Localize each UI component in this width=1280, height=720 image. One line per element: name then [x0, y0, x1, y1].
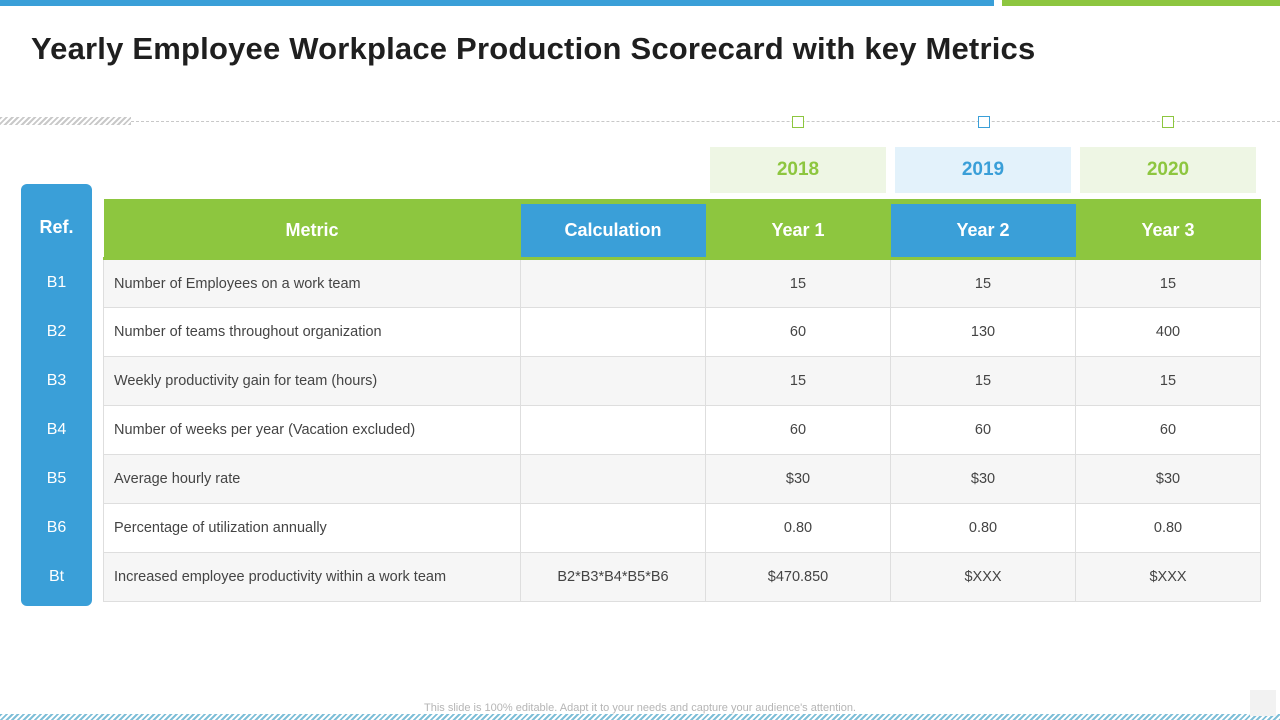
- year3-cell: 0.80: [1075, 503, 1261, 553]
- year-label-2019: 2019: [895, 147, 1071, 193]
- corner-decoration: [1250, 690, 1276, 716]
- ref-cell: B6: [46, 518, 67, 536]
- table-row: Weekly productivity gain for team (hours…: [103, 356, 1261, 406]
- metric-header: Metric: [103, 199, 521, 260]
- year3-cell: $30: [1075, 454, 1261, 504]
- calculation-cell: [520, 503, 706, 553]
- page-title: Yearly Employee Workplace Production Sco…: [31, 31, 1036, 66]
- bottom-hatch-decoration: [0, 714, 1280, 720]
- year1-cell: $470.850: [705, 552, 891, 602]
- ref-cell: B3: [46, 371, 67, 389]
- table-row: Number of teams throughout organization …: [103, 307, 1261, 357]
- year-label-2020: 2020: [1080, 147, 1256, 193]
- top-accent-bar-green: [1002, 0, 1280, 6]
- year-marker-2018: [792, 116, 804, 128]
- year1-cell: 60: [705, 307, 891, 357]
- table-row: Number of weeks per year (Vacation exclu…: [103, 405, 1261, 455]
- calculation-cell: [520, 356, 706, 406]
- year3-cell: 15: [1075, 258, 1261, 308]
- table-row: Number of Employees on a work team 15 15…: [103, 258, 1261, 308]
- year2-cell: $30: [890, 454, 1076, 504]
- year3-cell: 60: [1075, 405, 1261, 455]
- calculation-header: Calculation: [520, 199, 706, 260]
- year-marker-2020: [1162, 116, 1174, 128]
- ref-cell: Bt: [48, 567, 65, 585]
- metric-cell: Increased employee productivity within a…: [103, 552, 521, 602]
- calculation-cell: [520, 454, 706, 504]
- top-accent-bar-blue: [0, 0, 994, 6]
- table-row: Percentage of utilization annually 0.80 …: [103, 503, 1261, 553]
- table-row: Increased employee productivity within a…: [103, 552, 1261, 602]
- scorecard-table: Metric Calculation Year 1 Year 2 Year 3 …: [103, 199, 1261, 602]
- ref-column: [21, 184, 92, 606]
- year-label-2018: 2018: [710, 147, 886, 193]
- ref-header: Ref.: [39, 217, 74, 237]
- year1-cell: $30: [705, 454, 891, 504]
- year2-cell: 15: [890, 356, 1076, 406]
- calculation-cell: [520, 405, 706, 455]
- hatch-decoration: [0, 117, 131, 125]
- year3-cell: 400: [1075, 307, 1261, 357]
- calculation-cell: [520, 307, 706, 357]
- year2-cell: 130: [890, 307, 1076, 357]
- table-row: Average hourly rate $30 $30 $30: [103, 454, 1261, 504]
- year3-header: Year 3: [1075, 199, 1261, 260]
- calculation-cell: [520, 258, 706, 308]
- year1-cell: 15: [705, 258, 891, 308]
- year2-cell: 60: [890, 405, 1076, 455]
- year2-cell: $XXX: [890, 552, 1076, 602]
- metric-cell: Weekly productivity gain for team (hours…: [103, 356, 521, 406]
- year3-cell: 15: [1075, 356, 1261, 406]
- ref-cell: B2: [46, 322, 67, 340]
- calculation-cell: B2*B3*B4*B5*B6: [520, 552, 706, 602]
- table-header-row: Metric Calculation Year 1 Year 2 Year 3: [103, 199, 1261, 260]
- footer-note: This slide is 100% editable. Adapt it to…: [424, 702, 856, 714]
- year1-cell: 15: [705, 356, 891, 406]
- metric-cell: Number of teams throughout organization: [103, 307, 521, 357]
- metric-cell: Percentage of utilization annually: [103, 503, 521, 553]
- metric-cell: Number of weeks per year (Vacation exclu…: [103, 405, 521, 455]
- metric-cell: Average hourly rate: [103, 454, 521, 504]
- year-marker-2019: [978, 116, 990, 128]
- year1-cell: 0.80: [705, 503, 891, 553]
- metric-cell: Number of Employees on a work team: [103, 258, 521, 308]
- ref-cell: B5: [46, 469, 67, 487]
- year2-cell: 0.80: [890, 503, 1076, 553]
- year2-header: Year 2: [890, 199, 1076, 260]
- year3-cell: $XXX: [1075, 552, 1261, 602]
- ref-cell: B1: [46, 273, 67, 291]
- year1-cell: 60: [705, 405, 891, 455]
- dotted-divider: [131, 121, 1280, 122]
- year1-header: Year 1: [705, 199, 891, 260]
- year2-cell: 15: [890, 258, 1076, 308]
- ref-cell: B4: [46, 420, 67, 438]
